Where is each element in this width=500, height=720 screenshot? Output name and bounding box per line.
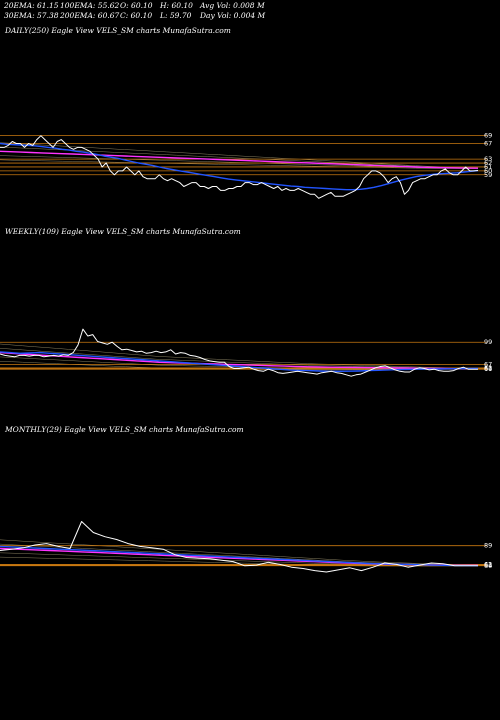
stat-open: O: 60.10 (120, 1, 153, 10)
daily-price-line (0, 135, 479, 199)
monthly-level-label: 60 (484, 562, 492, 570)
weekly-level-label: 67 (484, 360, 492, 368)
stat-high: H: 60.10 (160, 1, 193, 10)
daily-level-label: 60 (484, 167, 492, 175)
weekly-guide-line (0, 348, 479, 369)
daily-level-label: 61 (484, 163, 492, 171)
weekly-level-label: 60 (484, 365, 492, 373)
stat-close: C: 60.10 (120, 11, 153, 20)
daily-guide-line (0, 142, 479, 169)
weekly-guide-line (0, 343, 479, 369)
weekly-level-label: 62 (484, 364, 492, 372)
monthly-ema-short-line (0, 545, 479, 567)
daily-level-label: 63 (484, 155, 492, 163)
monthly-chart-title: MONTHLY(29) Eagle View VELS_SM charts Mu… (5, 425, 244, 434)
daily-guide-line (0, 146, 479, 169)
monthly-guide-line (0, 539, 479, 566)
stat-day-vol: Day Vol: 0.004 M (200, 11, 266, 20)
daily-level-label: 67 (484, 139, 492, 147)
weekly-chart-title: WEEKLY(109) Eagle View VELS_SM charts Mu… (5, 227, 241, 236)
daily-chart-title: DAILY(250) Eagle View VELS_SM charts Mun… (5, 26, 231, 35)
stat-ema20: 20EMA: 61.15 (4, 1, 59, 10)
weekly-price-line (0, 328, 478, 377)
daily-ema-short-line (0, 142, 479, 191)
stat-ema30: 30EMA: 57.38 (4, 11, 59, 20)
stat-low: L: 59.70 (160, 11, 192, 20)
monthly-level-label: 62 (484, 560, 492, 568)
daily-level-label: 69 (484, 132, 492, 140)
stat-ema200: 200EMA: 60.67 (60, 11, 120, 20)
weekly-level-label: 99 (484, 338, 492, 346)
monthly-level-label: 61 (484, 561, 492, 569)
daily-guide-line (0, 159, 479, 169)
daily-level-label: 59 (484, 171, 492, 179)
weekly-ema-short-line (0, 351, 478, 373)
stat-ema100: 100EMA: 55.62 (60, 1, 120, 10)
weekly-ema-long-line (0, 351, 479, 370)
monthly-guide-line (0, 543, 479, 566)
monthly-price-line (0, 521, 479, 573)
weekly-level-label: 61 (484, 365, 492, 373)
stat-avg-vol: Avg Vol: 0.008 M (200, 1, 265, 10)
daily-level-label: 62 (484, 159, 492, 167)
monthly-level-label: 89 (484, 542, 492, 550)
daily-ema-long-line (0, 150, 479, 169)
